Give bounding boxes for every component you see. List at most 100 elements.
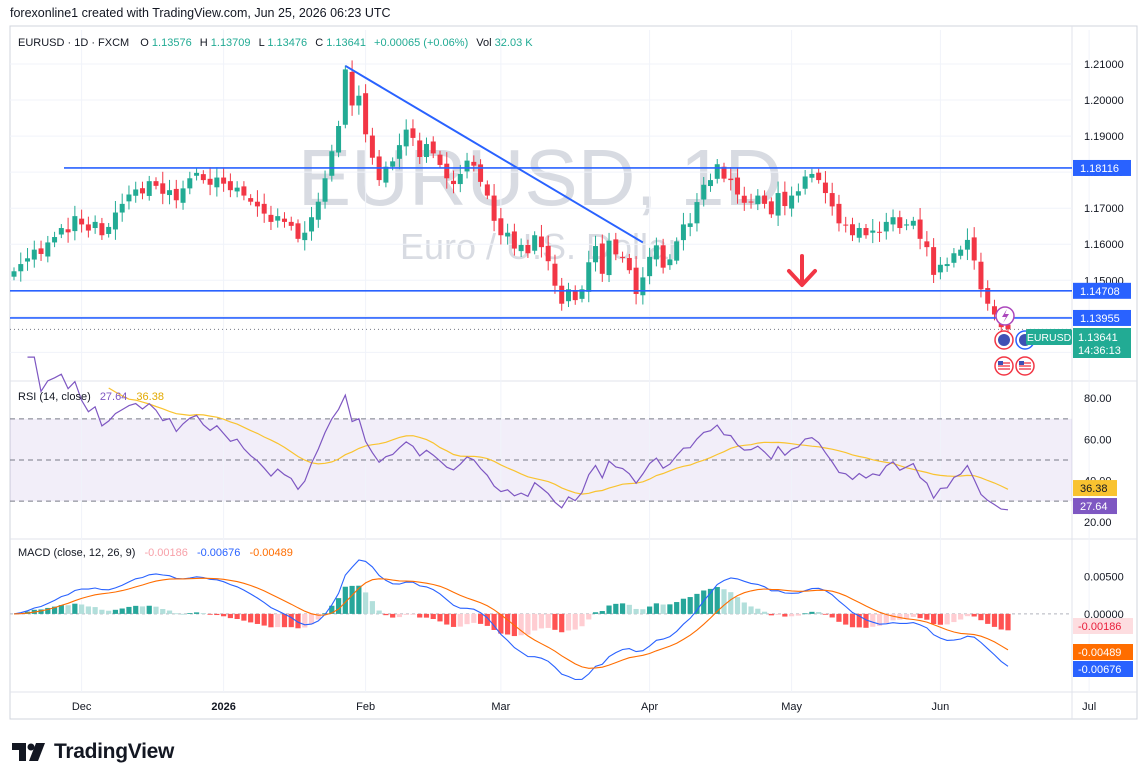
macd-histogram-bar (423, 613, 430, 618)
candle-body (789, 195, 795, 209)
chart-canvas[interactable]: EURUSD, 1D Euro / U.S. Dollar 1.210001.2… (0, 0, 1148, 740)
candle-body (680, 224, 686, 241)
us-flag-event-icon-2[interactable] (1015, 356, 1035, 376)
macd-histogram-bar (565, 613, 572, 631)
price-line-tag-label: 1.13955 (1080, 313, 1120, 325)
candle-body (254, 201, 260, 207)
lightning-event-icon[interactable] (995, 306, 1015, 326)
price-axis-tick: 1.19000 (1084, 131, 1124, 143)
candle-body (451, 180, 457, 185)
candle-body (187, 178, 193, 189)
macd-histogram-bar (876, 613, 883, 626)
legend-open-value: 1.13576 (152, 37, 192, 49)
tradingview-logo[interactable]: TradingView (12, 740, 174, 764)
candle-body (667, 259, 673, 266)
legend-symbol: EURUSD · 1D · FXCM (18, 37, 129, 49)
symbol-price-tag[interactable]: EURUSD (1026, 329, 1072, 345)
macd-histogram-bar (315, 613, 321, 620)
candle-body (816, 172, 822, 181)
candle-body (349, 71, 355, 106)
macd-histogram-bar (281, 613, 288, 628)
candle-body (261, 203, 267, 214)
macd-histogram-bar (613, 603, 619, 614)
macd-histogram-bar (910, 613, 916, 617)
candle-body (883, 221, 889, 232)
macd-signal-legend-value: -0.00489 (249, 547, 292, 559)
time-axis-tick: Apr (641, 701, 658, 713)
candle-body (565, 289, 571, 302)
legend-open-label: O (140, 37, 149, 49)
macd-histogram-bar (870, 613, 876, 627)
candle-body (849, 224, 855, 236)
candle-body (430, 141, 436, 154)
macd-histogram-bar (491, 613, 497, 630)
tradingview-logo-icon (12, 743, 45, 761)
macd-histogram-bar (883, 613, 889, 624)
macd-histogram-bar (836, 613, 842, 622)
macd-histogram-bar (964, 613, 971, 617)
macd-histogram-bar (234, 613, 240, 620)
macd-histogram-bar (592, 612, 599, 614)
macd-value-tag (1073, 618, 1133, 634)
macd-hist-legend-value: -0.00186 (144, 547, 187, 559)
macd-histogram-bar (65, 605, 71, 614)
candle-body (173, 188, 179, 201)
candle-body (194, 172, 200, 176)
legend-close-label: C (315, 37, 323, 49)
macd-histogram-bar (275, 613, 281, 628)
candle-body (65, 229, 71, 233)
candle-body (248, 198, 254, 202)
macd-histogram-bar (741, 602, 747, 614)
macd-histogram-bar (822, 613, 829, 615)
macd-histogram-bar (721, 589, 727, 614)
tradingview-wordmark: TradingView (54, 740, 175, 763)
macd-histogram-bar (856, 613, 862, 628)
candle-body (18, 264, 24, 272)
macd-histogram-bar (647, 606, 653, 614)
macd-histogram-bar (829, 613, 835, 618)
macd-histogram-bar (410, 613, 416, 615)
candle-body (775, 193, 781, 216)
macd-histogram-bar (978, 613, 984, 621)
candle-body (904, 224, 910, 226)
rsi-axis-tick: 20.00 (1084, 517, 1112, 529)
macd-histogram-bar (180, 613, 186, 615)
us-flag-event-icon[interactable] (994, 356, 1014, 376)
macd-histogram-bar (897, 613, 903, 620)
macd-histogram-bar (187, 613, 193, 614)
candle-body (762, 195, 768, 204)
economic-event-icon[interactable] (994, 330, 1014, 350)
macd-histogram-bar (755, 608, 761, 614)
macd-histogram-bar (85, 606, 91, 614)
macd-histogram-bar (106, 610, 112, 614)
macd-histogram-bar (998, 613, 1004, 630)
candle-body (146, 181, 152, 196)
candle-body (92, 221, 98, 229)
macd-histogram-bar (349, 585, 355, 614)
candle-body (126, 194, 132, 202)
macd-signal-line (13, 577, 1009, 669)
macd-histogram-bar (809, 611, 815, 614)
rsi-value-tag (1073, 498, 1117, 515)
candle-body (653, 245, 659, 260)
macd-histogram-bar (430, 613, 436, 620)
candle-body (167, 190, 173, 196)
macd-histogram-bar (619, 603, 626, 614)
candle-body (964, 239, 970, 250)
candle-body (329, 151, 335, 176)
candle-body (863, 228, 869, 236)
macd-histogram-bar (193, 612, 200, 614)
macd-histogram-bar (816, 612, 822, 614)
candle-body (45, 242, 51, 257)
candle-body (302, 232, 308, 241)
candle-body (917, 219, 923, 239)
candle-body (112, 212, 118, 230)
bearish-arrow-icon[interactable] (787, 254, 817, 287)
candle-body (714, 164, 720, 179)
macd-histogram-bar (775, 613, 781, 615)
macd-histogram-bar (572, 613, 578, 630)
candle-body (931, 247, 937, 275)
candle-body (701, 184, 707, 200)
candle-body (694, 202, 700, 224)
legend-volume-value: 32.03 K (495, 37, 534, 49)
